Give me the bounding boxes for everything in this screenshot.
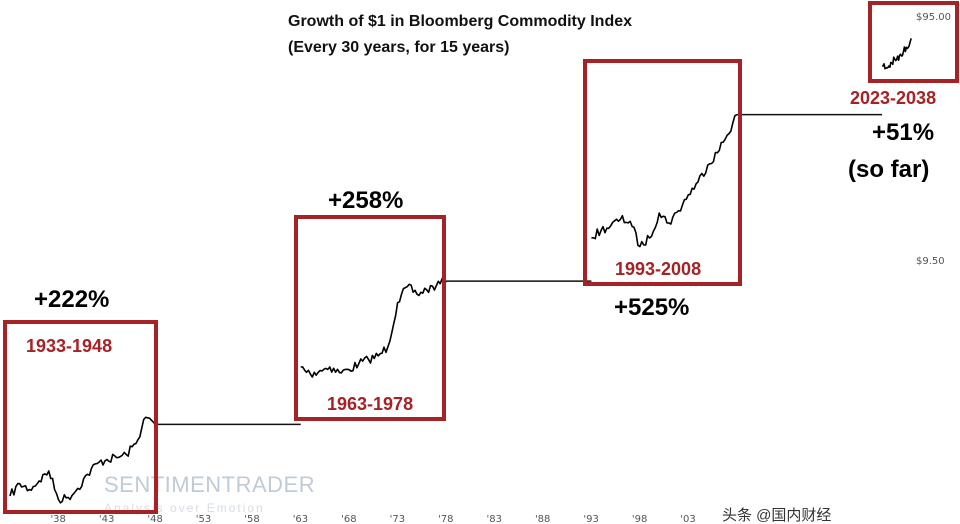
series-lines [9, 38, 912, 504]
gain-label-1933-1948: +222% [34, 286, 109, 313]
y-tick-label: $95.00 [916, 12, 951, 23]
x-tick-label: '68 [341, 514, 356, 524]
series-line-2023-2038 [882, 38, 912, 70]
series-line-1993-2008 [591, 113, 738, 248]
x-tick-label: '73 [390, 514, 405, 524]
chart-subtitle: (Every 30 years, for 15 years) [288, 39, 509, 56]
gain-label-2023-2038: +51% [872, 119, 934, 146]
series-line-1933-1948 [9, 416, 156, 504]
y-tick-label: $9.50 [916, 256, 945, 267]
x-tick-label: '78 [438, 514, 453, 524]
x-axis-ticks: '38 '43 '48 '53 '58 '63 '68 '73 '78 '83 '88 '93 '98 '… [50, 514, 695, 524]
period-label-1933-1948: 1933-1948 [26, 336, 112, 356]
x-tick-label: '98 [632, 514, 647, 524]
gain-note-2023-2038: (so far) [848, 156, 929, 183]
x-tick-label: '93 [583, 514, 598, 524]
x-tick-label: '38 [50, 514, 65, 524]
gain-label-1993-2008: +525% [614, 294, 689, 321]
period-box-1993-2008 [583, 59, 742, 286]
x-tick-label: '83 [487, 514, 502, 524]
x-tick-label: '43 [99, 514, 114, 524]
period-box-1933-1948 [3, 320, 158, 514]
x-tick-label: '88 [535, 514, 550, 524]
x-tick-label: '03 [680, 514, 695, 524]
x-tick-label: '48 [147, 514, 162, 524]
x-tick-label: '58 [244, 514, 259, 524]
chart-title: Growth of $1 in Bloomberg Commodity Inde… [288, 13, 632, 30]
watermark-brand: SENTIMENTRADER [104, 472, 315, 497]
period-label-1993-2008: 1993-2008 [615, 259, 701, 279]
gain-label-1963-1978: +258% [328, 187, 403, 214]
period-label-1963-1978: 1963-1978 [327, 394, 413, 414]
credit-text: 头条 @国内财经 [722, 507, 831, 524]
x-tick-label: '53 [196, 514, 211, 524]
x-tick-label: '63 [293, 514, 308, 524]
connector-lines [155, 113, 883, 426]
period-box-1963-1978 [294, 215, 446, 421]
series-line-1963-1978 [300, 277, 447, 378]
period-box-2023-2038 [868, 1, 959, 83]
period-label-2023-2038: 2023-2038 [850, 88, 936, 108]
